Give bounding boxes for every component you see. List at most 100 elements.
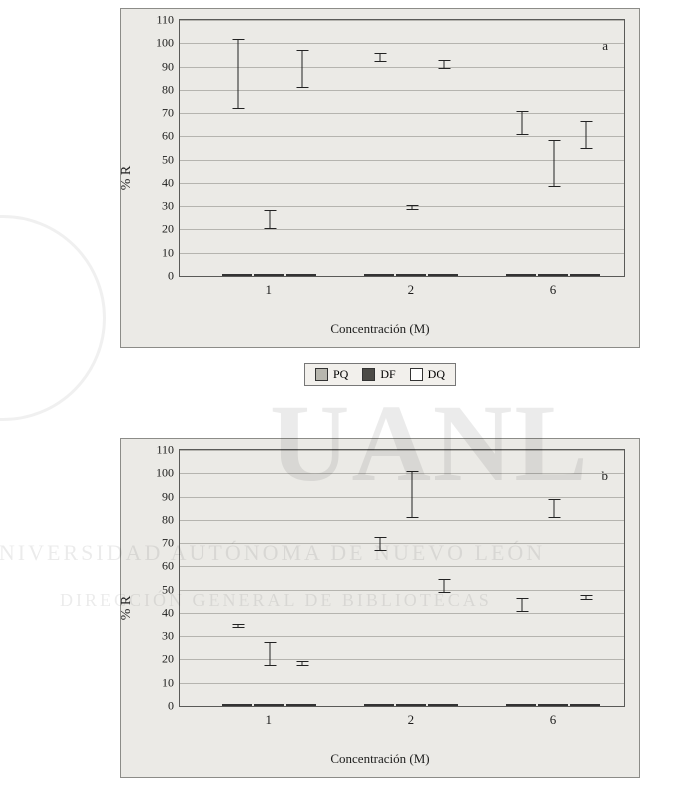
error-bar bbox=[379, 537, 380, 551]
y-tick: 80 bbox=[162, 512, 180, 527]
y-tick: 100 bbox=[156, 466, 180, 481]
error-bar bbox=[237, 624, 238, 629]
y-tick: 70 bbox=[162, 536, 180, 551]
legend-swatch-df bbox=[362, 368, 375, 381]
chart-panel-b: % R b 0102030405060708090100110126 Conce… bbox=[120, 438, 640, 778]
gridline bbox=[180, 520, 624, 521]
x-tick: 1 bbox=[266, 276, 273, 298]
y-axis-label: % R bbox=[119, 166, 135, 191]
x-tick: 2 bbox=[408, 276, 415, 298]
gridline bbox=[180, 613, 624, 614]
y-tick: 20 bbox=[162, 652, 180, 667]
y-tick: 40 bbox=[162, 605, 180, 620]
error-bar bbox=[411, 205, 412, 210]
legend-item-dq: DQ bbox=[410, 367, 445, 382]
error-bar bbox=[553, 499, 554, 518]
gridline bbox=[180, 67, 624, 68]
legend-container: PQ DF DQ bbox=[120, 358, 640, 390]
x-tick: 1 bbox=[266, 706, 273, 728]
gridline bbox=[180, 636, 624, 637]
gridline bbox=[180, 590, 624, 591]
gridline bbox=[180, 183, 624, 184]
bar-pq bbox=[222, 704, 252, 706]
gridline bbox=[180, 659, 624, 660]
bar-pq bbox=[222, 274, 252, 276]
y-tick: 0 bbox=[168, 269, 180, 284]
legend-item-pq: PQ bbox=[315, 367, 348, 382]
y-tick: 110 bbox=[156, 443, 180, 458]
y-tick: 100 bbox=[156, 36, 180, 51]
bar-dq bbox=[570, 274, 600, 276]
bar-pq bbox=[506, 274, 536, 276]
bar-pq bbox=[364, 704, 394, 706]
gridline bbox=[180, 543, 624, 544]
y-tick: 110 bbox=[156, 13, 180, 28]
y-tick: 70 bbox=[162, 106, 180, 121]
y-tick: 60 bbox=[162, 559, 180, 574]
bar-dq bbox=[570, 704, 600, 706]
legend-label: DF bbox=[380, 367, 395, 382]
bar-dq bbox=[428, 274, 458, 276]
legend-swatch-pq bbox=[315, 368, 328, 381]
gridline bbox=[180, 683, 624, 684]
error-bar bbox=[301, 50, 302, 88]
gridline bbox=[180, 90, 624, 91]
y-tick: 40 bbox=[162, 175, 180, 190]
error-bar bbox=[553, 140, 554, 187]
x-axis-label: Concentración (M) bbox=[121, 321, 639, 337]
error-bar bbox=[585, 595, 586, 600]
error-bar bbox=[379, 53, 380, 62]
panel-tag-a: a bbox=[602, 38, 608, 54]
x-axis-label: Concentración (M) bbox=[121, 751, 639, 767]
gridline bbox=[180, 20, 624, 21]
bar-pq bbox=[506, 704, 536, 706]
x-tick: 6 bbox=[550, 706, 557, 728]
panel-tag-b: b bbox=[602, 468, 609, 484]
error-bar bbox=[443, 60, 444, 69]
y-tick: 90 bbox=[162, 59, 180, 74]
x-tick: 6 bbox=[550, 276, 557, 298]
error-bar bbox=[443, 579, 444, 593]
gridline bbox=[180, 229, 624, 230]
error-bar bbox=[269, 642, 270, 665]
y-tick: 30 bbox=[162, 199, 180, 214]
y-tick: 50 bbox=[162, 152, 180, 167]
y-tick: 10 bbox=[162, 675, 180, 690]
error-bar bbox=[521, 111, 522, 134]
bar-dq bbox=[286, 704, 316, 706]
error-bar bbox=[521, 598, 522, 612]
y-tick: 30 bbox=[162, 629, 180, 644]
x-tick: 2 bbox=[408, 706, 415, 728]
y-tick: 10 bbox=[162, 245, 180, 260]
y-tick: 90 bbox=[162, 489, 180, 504]
gridline bbox=[180, 566, 624, 567]
error-bar bbox=[585, 121, 586, 149]
gridline bbox=[180, 43, 624, 44]
legend-swatch-dq bbox=[410, 368, 423, 381]
page: % R a 0102030405060708090100110126 Conce… bbox=[0, 0, 676, 786]
y-tick: 60 bbox=[162, 129, 180, 144]
y-tick: 20 bbox=[162, 222, 180, 237]
bar-pq bbox=[364, 274, 394, 276]
gridline bbox=[180, 206, 624, 207]
gridline bbox=[180, 497, 624, 498]
y-axis-label: % R bbox=[119, 596, 135, 621]
watermark-seal bbox=[0, 215, 106, 421]
legend: PQ DF DQ bbox=[304, 363, 456, 386]
gridline bbox=[180, 136, 624, 137]
error-bar bbox=[237, 39, 238, 109]
legend-label: PQ bbox=[333, 367, 348, 382]
legend-item-df: DF bbox=[362, 367, 395, 382]
bar-dq bbox=[286, 274, 316, 276]
gridline bbox=[180, 160, 624, 161]
gridline bbox=[180, 253, 624, 254]
error-bar bbox=[411, 471, 412, 518]
gridline bbox=[180, 113, 624, 114]
y-tick: 50 bbox=[162, 582, 180, 597]
y-tick: 0 bbox=[168, 699, 180, 714]
gridline bbox=[180, 450, 624, 451]
gridline bbox=[180, 473, 624, 474]
plot-area-b: b 0102030405060708090100110126 bbox=[179, 449, 625, 707]
plot-area-a: a 0102030405060708090100110126 bbox=[179, 19, 625, 277]
y-tick: 80 bbox=[162, 82, 180, 97]
